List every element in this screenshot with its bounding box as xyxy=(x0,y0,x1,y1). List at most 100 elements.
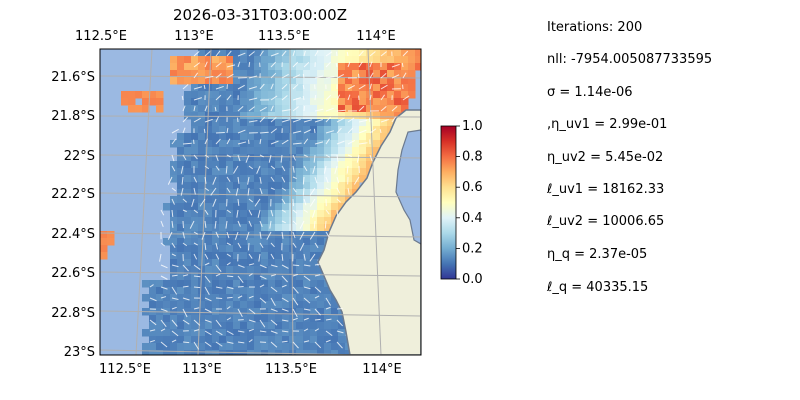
heatmap-cell xyxy=(366,105,374,113)
heatmap-cell xyxy=(401,91,409,99)
heatmap-cell xyxy=(338,56,346,64)
heatmap-cell xyxy=(254,49,262,57)
heatmap-cell xyxy=(296,175,304,183)
velocity-arrow xyxy=(215,73,222,79)
chart-title: 2026-03-31T03:00:00Z xyxy=(173,6,347,24)
heatmap-cell xyxy=(275,105,283,113)
heatmap-cell xyxy=(233,315,241,323)
x-tick-label-top: 112.5°E xyxy=(75,29,127,44)
velocity-arrow xyxy=(159,253,162,262)
heatmap-cell xyxy=(226,350,234,355)
heatmap-cell xyxy=(170,210,178,218)
heatmap-cell xyxy=(345,182,353,190)
heatmap-cell xyxy=(156,322,164,330)
heatmap-cell xyxy=(275,210,283,218)
velocity-arrow xyxy=(281,198,286,205)
heatmap-cell xyxy=(296,119,304,127)
heatmap-cell xyxy=(198,189,206,197)
heatmap-cell xyxy=(254,77,262,85)
velocity-arrow xyxy=(160,242,166,247)
heatmap-cell xyxy=(240,287,248,295)
heatmap-cell xyxy=(240,84,248,92)
heatmap-cell xyxy=(317,329,325,337)
heatmap-cell xyxy=(219,238,227,246)
velocity-arrow xyxy=(270,52,279,57)
heatmap-cell xyxy=(191,315,199,323)
heatmap-cell xyxy=(303,133,311,141)
velocity-arrow xyxy=(215,231,219,238)
velocity-arrow xyxy=(303,165,308,172)
velocity-arrow xyxy=(237,220,241,227)
heatmap-cell xyxy=(324,56,332,64)
velocity-arrow xyxy=(215,273,221,277)
colorbar-ticks: 0.00.20.40.60.81.0 xyxy=(456,119,483,287)
heatmap-cell xyxy=(254,287,262,295)
heatmap-cell xyxy=(268,147,276,155)
heatmap-cell xyxy=(226,336,234,344)
heatmap-cell xyxy=(142,329,150,337)
heatmap-cell xyxy=(163,322,171,330)
heatmap-cell xyxy=(380,77,388,85)
heatmap-cell xyxy=(282,350,290,355)
heatmap-cell xyxy=(338,70,346,78)
velocity-arrow xyxy=(225,220,228,229)
velocity-arrow xyxy=(292,231,296,239)
heatmap-cell xyxy=(275,301,283,309)
heatmap-cell xyxy=(324,126,332,134)
heatmap-cell xyxy=(142,98,150,106)
heatmap-cell xyxy=(254,308,262,316)
velocity-arrow xyxy=(292,341,299,349)
heatmap-cell xyxy=(352,168,360,176)
heatmap-cell xyxy=(401,56,409,64)
velocity-arrow xyxy=(281,119,290,123)
velocity-arrow xyxy=(233,165,239,174)
heatmap-cell xyxy=(198,336,206,344)
heatmap-cell xyxy=(359,56,367,64)
heatmap-cell xyxy=(324,161,332,169)
heatmap-cell xyxy=(254,259,262,267)
heatmap-cell xyxy=(324,343,332,351)
velocity-arrow xyxy=(182,231,186,239)
heatmap-cell xyxy=(247,301,255,309)
heatmap-cell xyxy=(198,280,206,288)
velocity-arrow xyxy=(237,264,245,268)
parallel-line xyxy=(100,154,421,159)
heatmap-cell xyxy=(219,182,227,190)
heatmap-cell xyxy=(226,266,234,274)
velocity-arrow xyxy=(182,83,189,90)
heatmap-cell xyxy=(177,56,185,64)
heatmap-cell xyxy=(184,231,192,239)
heatmap-cell xyxy=(212,329,220,337)
velocity-arrow xyxy=(204,262,210,266)
heatmap-cell xyxy=(170,301,178,309)
velocity-arrow xyxy=(347,140,356,145)
heatmap-cell xyxy=(310,147,318,155)
velocity-arrow xyxy=(325,339,331,343)
heatmap-cell xyxy=(289,182,297,190)
velocity-arrow xyxy=(270,253,275,260)
heatmap-cell xyxy=(282,294,290,302)
heatmap-cell xyxy=(177,343,185,351)
heatmap-cell xyxy=(303,336,311,344)
heatmap-cell xyxy=(198,119,206,127)
velocity-arrow xyxy=(171,339,177,343)
heatmap-cell xyxy=(310,294,318,302)
heatmap-cell xyxy=(282,154,290,162)
stat-eta-uv1: ,η_uv1 = 2.99e-01 xyxy=(547,117,668,132)
heatmap-cell xyxy=(212,350,220,355)
heatmap-cell xyxy=(219,112,227,120)
heatmap-cell xyxy=(184,245,192,253)
heatmap-cell xyxy=(142,350,150,355)
heatmap-cell xyxy=(275,259,283,267)
heatmap-cell xyxy=(317,273,325,281)
heatmap-cell xyxy=(247,189,255,197)
heatmap-cell xyxy=(184,259,192,267)
velocity-arrow xyxy=(182,285,189,288)
heatmap-cell xyxy=(198,224,206,232)
velocity-arrow xyxy=(149,339,155,343)
heatmap-cell xyxy=(366,147,374,155)
heatmap-cell xyxy=(247,161,255,169)
heatmap-cell xyxy=(240,98,248,106)
heatmap-cell xyxy=(394,70,402,78)
heatmap-cell xyxy=(254,126,262,134)
